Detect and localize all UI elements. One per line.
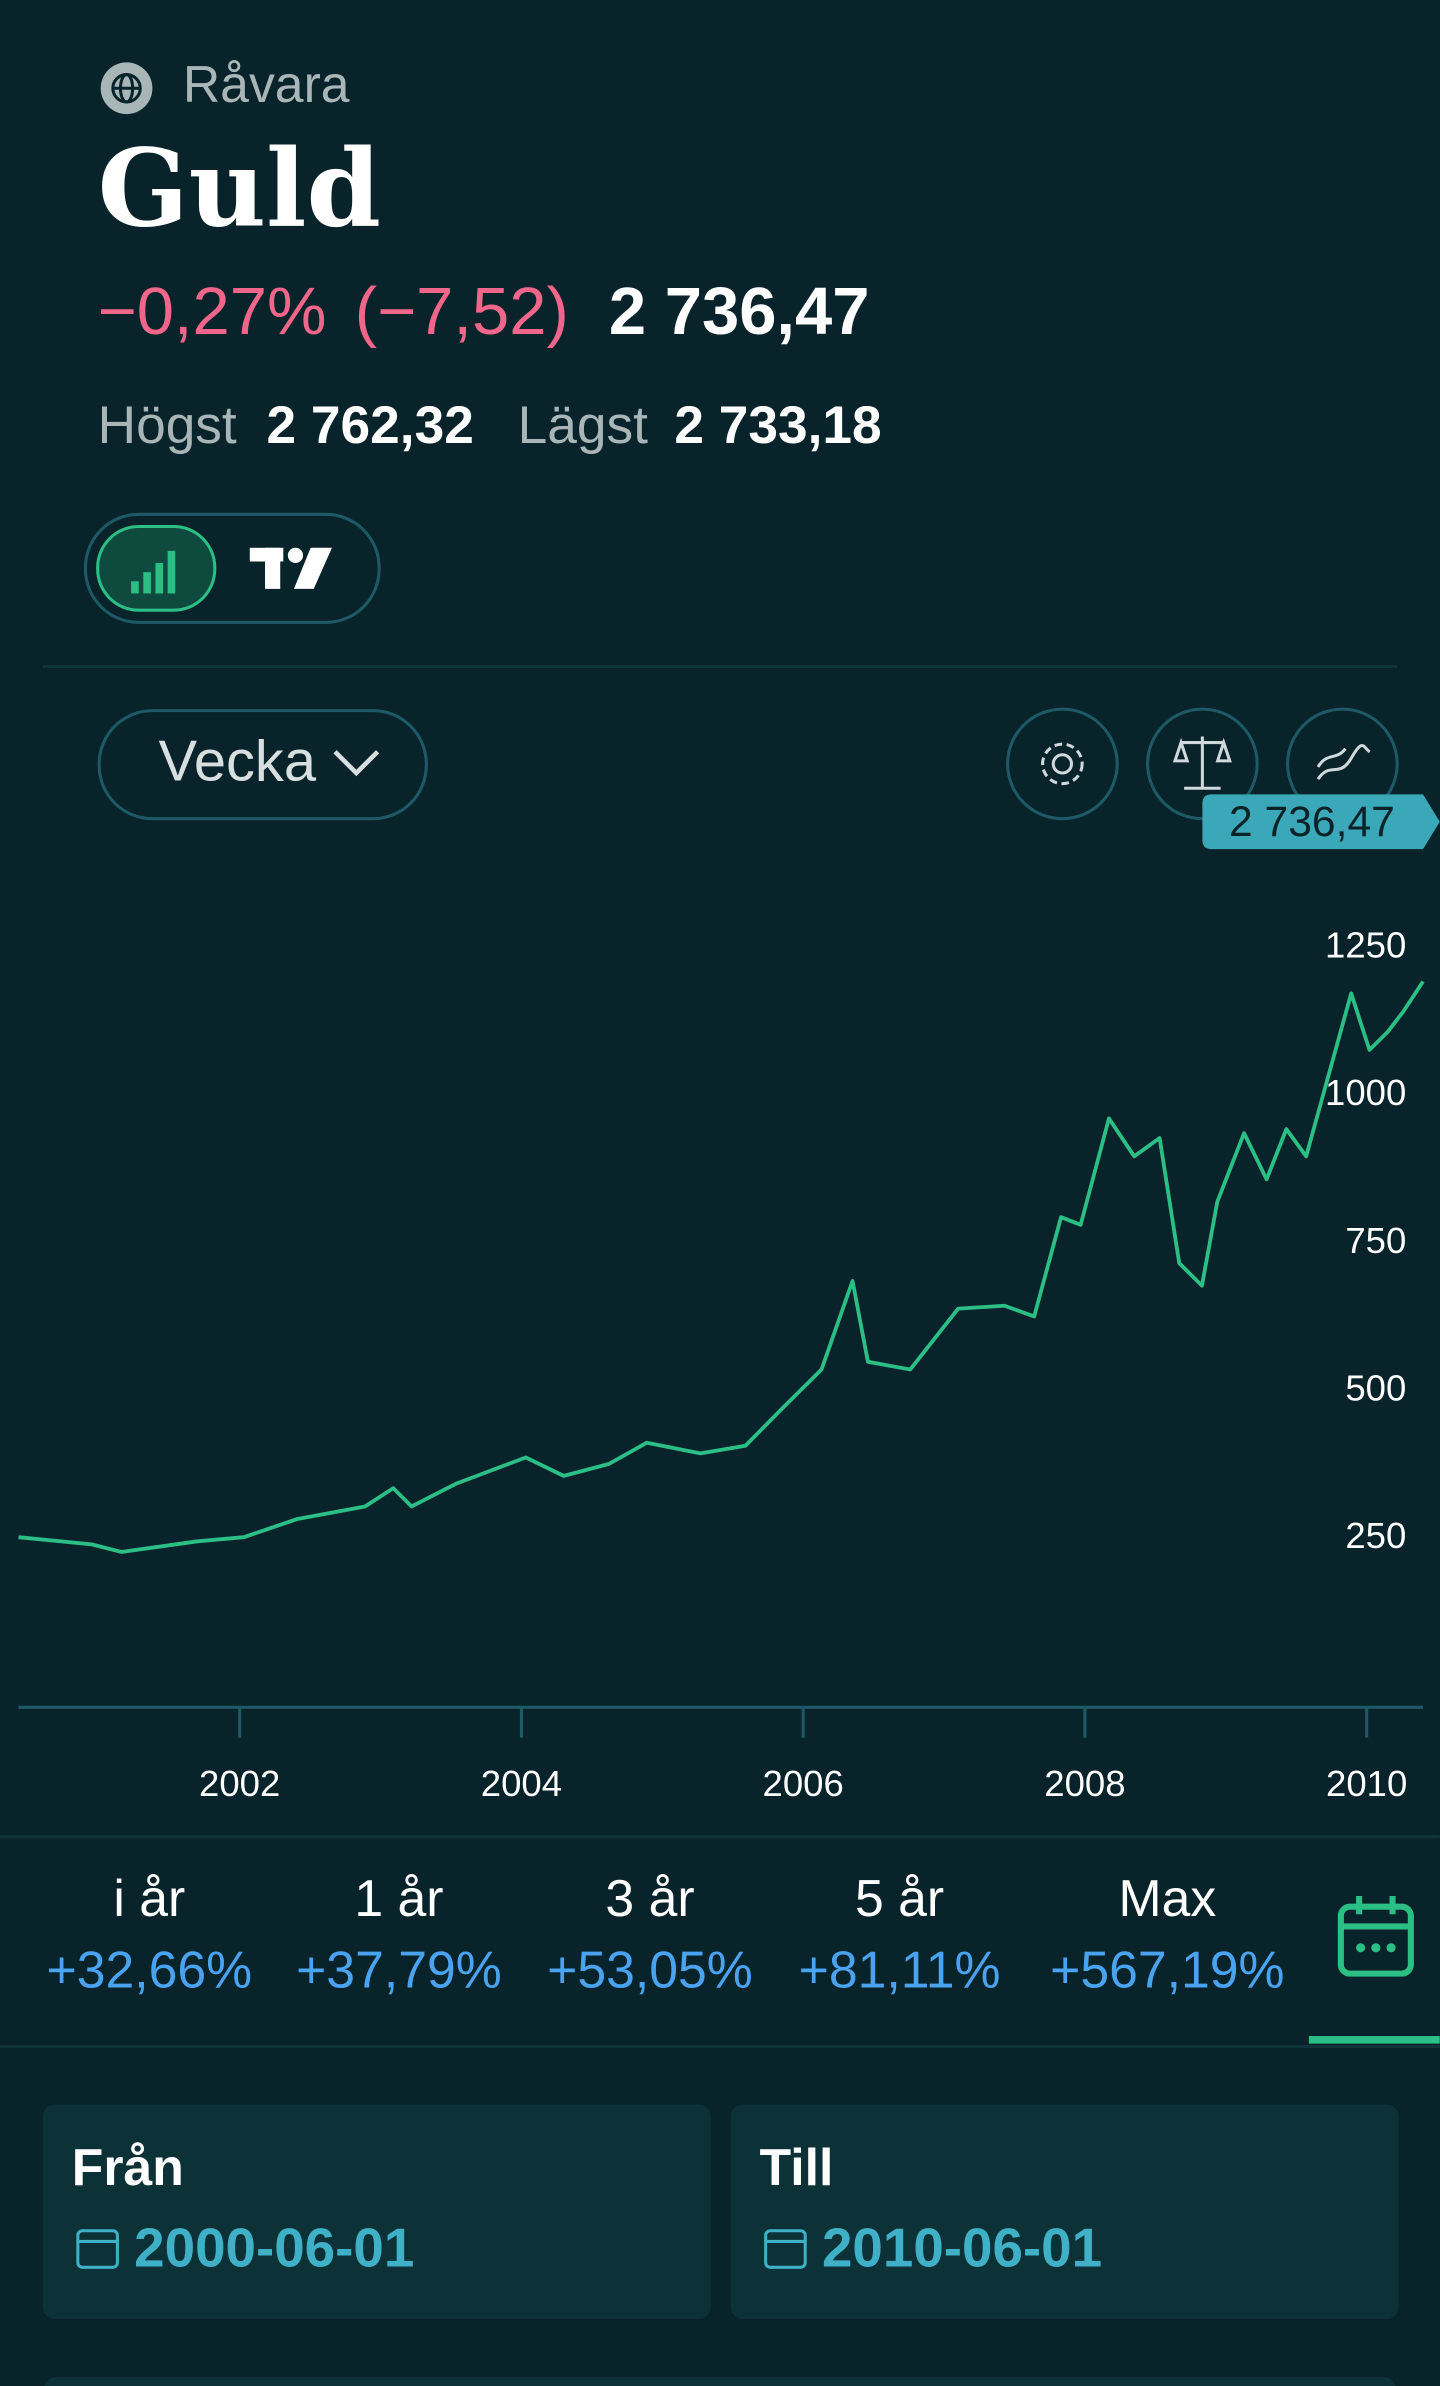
x-tick-label: 2004 [481,1763,562,1804]
return-item[interactable]: i år +32,66% [47,1869,253,1999]
calendar-tab[interactable] [1337,1896,1414,1977]
return-period[interactable]: Max [1119,1869,1217,1927]
to-date[interactable]: 2010-06-01 [822,2217,1102,2279]
from-label: Från [72,2138,184,2196]
chart: 2002 2004 2006 2008 2010 250 500 750 1000 1250 2 7… [18,794,1440,1804]
return-item[interactable]: 1 år +37,79% [296,1869,502,1999]
price-badge-label: 2 736,47 [1229,798,1395,846]
return-change[interactable]: +81,11% [799,1940,1001,1998]
chart-toggle[interactable] [83,512,381,624]
low: 2 733,18 [674,396,881,455]
period-selector[interactable]: Vecka [97,709,428,821]
low-label: Lägst [518,396,648,455]
y-tick-label: 750 [1345,1220,1406,1261]
tab-indicator [1308,2036,1440,2044]
x-tick-label: 2008 [1044,1763,1125,1804]
return-change[interactable]: +53,05% [547,1940,753,1998]
return-period[interactable]: 5 år [855,1869,944,1927]
return-item[interactable]: Max +567,19% [1050,1869,1284,1999]
change-pct: −0,27% [98,274,327,349]
high-label: Högst [98,396,237,455]
x-tick-label: 2002 [199,1763,280,1804]
return-period[interactable]: i år [113,1869,185,1927]
category: Råvara [183,55,350,113]
return-period[interactable]: 1 år [354,1869,443,1927]
title: Guld [98,126,381,251]
return-item[interactable]: 3 år +53,05% [547,1869,753,1999]
return-period[interactable]: 3 år [605,1869,694,1927]
y-tick-label: 500 [1345,1367,1406,1408]
settings-button[interactable] [1006,707,1119,821]
price-badge: 2 736,47 [1202,794,1440,850]
y-tick-label: 1250 [1325,924,1406,965]
y-tick-label: 1000 [1325,1072,1406,1113]
price-badge-shape [1202,794,1440,850]
x-tick-label: 2006 [763,1763,844,1804]
from-field[interactable]: Från 2000-06-01 [42,2104,711,2320]
to-label: Till [760,2138,834,2196]
change-abs: (−7,52) [355,274,569,349]
return-change[interactable]: +37,79% [296,1940,502,1998]
return-item[interactable]: 5 år +81,11% [799,1869,1001,1999]
price-line [18,980,1425,1554]
return-change[interactable]: +32,66% [47,1940,253,1998]
price: 2 736,47 [609,274,870,349]
y-tick-label: 250 [1345,1515,1406,1556]
globe-icon [100,62,153,115]
from-date[interactable]: 2000-06-01 [134,2217,414,2279]
period[interactable]: Vecka [158,730,316,794]
next-card [44,2376,1396,2386]
high: 2 762,32 [267,396,474,455]
to-field[interactable]: Till 2010-06-01 [730,2104,1399,2320]
x-tick-label: 2010 [1326,1763,1407,1804]
returns: i år +32,66% 1 år +37,79% 3 år +53,05% 5 år +81… [47,1869,1285,1999]
return-change[interactable]: +567,19% [1050,1940,1284,1998]
